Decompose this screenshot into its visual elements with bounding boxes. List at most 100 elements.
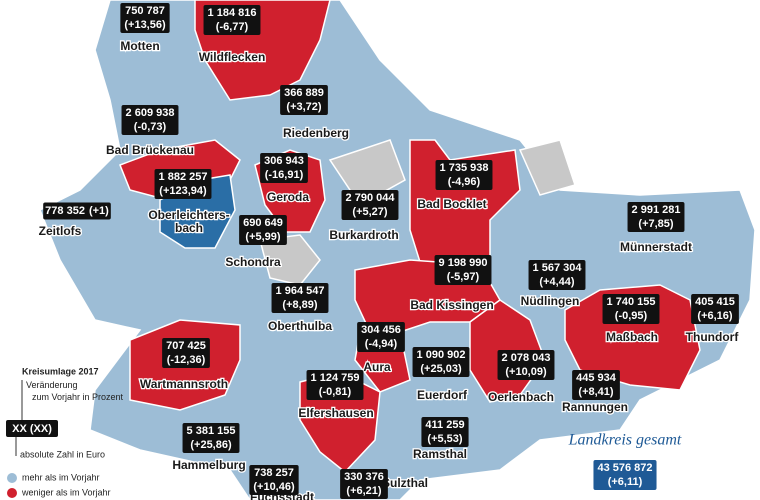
name-line: bach (175, 221, 203, 235)
box-change: (+123,94) (159, 185, 207, 197)
value-box: 43 576 872 (+6,11) (593, 460, 657, 490)
value-box: 738 257 (+10,46) (249, 465, 299, 495)
box-bg (627, 202, 685, 232)
legend-item: mehr als im Vorjahr (22, 472, 100, 482)
municipality-name: Ramsthal (413, 447, 467, 461)
box-change: (-4,96) (448, 176, 481, 188)
box-change: (+6,21) (346, 485, 381, 497)
municipality-name: Sulzthal (382, 476, 428, 490)
municipality-name: Aura (363, 360, 391, 374)
box-value: 1 735 938 (440, 162, 489, 174)
value-box: 304 456 (-4,94) (357, 322, 405, 352)
municipality-name: Oberthulba (268, 319, 332, 333)
value-box: 1 740 155 (-0,95) (602, 294, 660, 324)
value-box: 778 352 (+1) (43, 202, 111, 220)
box-change: (+8,41) (578, 386, 613, 398)
box-value: 1 090 902 (417, 349, 466, 361)
legend-sample: XX (XX) (12, 423, 52, 435)
municipality-name: Rannungen (562, 400, 628, 414)
box-bg (341, 190, 399, 220)
box-value: 1 882 257 (159, 171, 208, 183)
box-value: 1 184 816 (208, 7, 257, 19)
box-value: 5 381 155 (187, 425, 236, 437)
box-change: (+25,86) (190, 439, 232, 451)
box-bg (203, 5, 261, 35)
value-box: 2 078 043 (+10,09) (497, 350, 555, 380)
box-change: (-0,73) (134, 121, 167, 133)
municipality-name: Zeitlofs (39, 224, 82, 238)
box-value: 778 352 (45, 205, 85, 217)
box-bg (43, 202, 111, 220)
box-change: (-0,95) (615, 310, 648, 322)
value-box: 1 964 547 (+8,89) (271, 283, 329, 313)
box-bg (528, 260, 586, 290)
municipality-name: Bad Kissingen (410, 298, 493, 312)
box-bg (120, 3, 170, 33)
box-value: 1 964 547 (276, 285, 325, 297)
box-value: 707 425 (166, 340, 206, 352)
region-massbach (564, 284, 701, 391)
box-change: (+5,53) (427, 433, 462, 445)
municipality-name: Geroda (267, 190, 309, 204)
legend-title: Kreisumlage 2017 (22, 366, 99, 376)
box-value: 366 889 (284, 87, 324, 99)
box-value: 405 415 (695, 296, 735, 308)
municipality-name: Wartmannsroth (140, 377, 228, 391)
box-value: 43 576 872 (597, 462, 652, 474)
legend-sample-bg (6, 420, 58, 437)
box-change: (-6,77) (216, 21, 249, 33)
labels: Motten 750 787 (+13,56) Wildflecken 1 184 81… (37, 3, 741, 500)
box-value: 690 649 (243, 217, 283, 229)
box-bg (340, 469, 388, 499)
box-bg (593, 460, 657, 490)
legend-item: weniger als im Vorjahr (21, 487, 111, 497)
box-value: 330 376 (344, 471, 384, 483)
municipality-name: Bad Bocklet (417, 197, 486, 211)
box-bg (271, 283, 329, 313)
box-change: (+7,85) (638, 218, 673, 230)
municipality-name: Oberleichters-bach (148, 208, 229, 235)
note-line: Veränderung (26, 380, 78, 390)
box-bg (357, 322, 405, 352)
value-box: 2 790 044 (+5,27) (341, 190, 399, 220)
box-bg (249, 465, 299, 495)
box-bg (572, 370, 620, 400)
value-box: 306 943 (-16,91) (260, 153, 308, 183)
box-change: (+6,16) (697, 310, 732, 322)
value-box: 690 649 (+5,99) (239, 215, 287, 245)
legend-change-note: Veränderung zum Vorjahr in Prozent (26, 380, 124, 402)
region-grey (259, 234, 321, 286)
box-value: 750 787 (125, 5, 165, 17)
region-grey (518, 139, 576, 196)
box-bg (121, 105, 179, 135)
municipality-name: Hammelburg (172, 458, 245, 472)
box-change: (+8,89) (282, 299, 317, 311)
box-change: (-16,91) (265, 169, 304, 181)
box-bg (280, 85, 328, 115)
municipality-name: Nüdlingen (521, 294, 580, 308)
box-change: (+10,09) (505, 366, 547, 378)
box-bg (182, 423, 240, 453)
box-bg (154, 169, 212, 199)
municipality-name: Thundorf (686, 330, 740, 344)
value-box: 707 425 (-12,36) (162, 338, 210, 368)
legend-absolute-note: absolute Zahl in Euro (20, 449, 105, 459)
box-value: 1 124 759 (311, 372, 360, 384)
box-bg (260, 153, 308, 183)
box-value: 2 078 043 (502, 352, 551, 364)
name-line: Oberleichters- (148, 208, 229, 222)
box-change: (+3,72) (286, 101, 321, 113)
box-bg (412, 347, 470, 377)
box-change: (-12,36) (167, 354, 206, 366)
note-line: zum Vorjahr in Prozent (32, 392, 124, 402)
box-change: (+1) (89, 205, 109, 217)
municipality-name: Riedenberg (283, 126, 349, 140)
municipality-name: Wildflecken (199, 50, 266, 64)
box-change: (+25,03) (420, 363, 462, 375)
value-box: 750 787 (+13,56) (120, 3, 170, 33)
box-bg (691, 294, 739, 324)
box-value: 738 257 (254, 467, 294, 479)
municipality-name: Münnerstadt (620, 240, 692, 254)
box-bg (239, 215, 287, 245)
